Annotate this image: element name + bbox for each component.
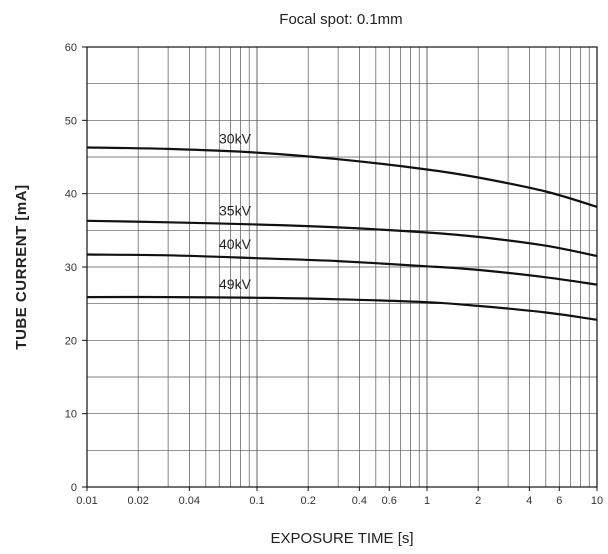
series-label-30kV: 30kV — [219, 131, 252, 147]
plot-frame — [86, 46, 598, 488]
x-tick-label: 4 — [526, 495, 532, 507]
series-line-30kV — [86, 146, 598, 208]
y-tick-label: 10 — [65, 409, 77, 421]
series-labels: 30kV 35kV 40kV 49kV — [219, 131, 252, 292]
y-tick-label: 60 — [65, 42, 77, 54]
x-tick-label: 0.6 — [382, 495, 397, 507]
x-tick-label: 0.01 — [76, 495, 97, 507]
x-tick-label: 0.1 — [249, 495, 264, 507]
y-tick-label: 0 — [71, 482, 77, 494]
series-label-35kV: 35kV — [219, 202, 252, 218]
x-tick-label: 6 — [556, 495, 562, 507]
series-label-49kV: 49kV — [219, 276, 252, 292]
series-line-49kV — [86, 295, 598, 321]
series-line-35kV — [86, 219, 598, 258]
x-tick-label: 0.04 — [179, 495, 200, 507]
x-tick-label: 0.02 — [127, 495, 148, 507]
series-curves — [86, 146, 598, 321]
y-tick-label: 20 — [65, 335, 77, 347]
y-tick-label: 30 — [65, 262, 77, 274]
y-tick-label: 40 — [65, 189, 77, 201]
y-tick-label: 50 — [65, 115, 77, 127]
series-line-40kV — [86, 253, 598, 286]
x-tick-label: 10 — [591, 495, 603, 507]
x-tick-label: 0.4 — [352, 495, 367, 507]
y-axis-label: TUBE CURRENT [mA] — [13, 184, 30, 349]
x-axis-label: EXPOSURE TIME [s] — [270, 530, 413, 547]
grid — [87, 47, 597, 487]
tick-labels: 0.01 0.02 0.04 0.1 0.2 0.4 0.6 1 2 4 6 10 0 10 20 30 40 5… — [65, 42, 603, 507]
x-tick-label: 2 — [475, 495, 481, 507]
series-label-40kV: 40kV — [219, 236, 252, 252]
chart-title: Focal spot: 0.1mm — [279, 11, 402, 28]
x-tick-label: 1 — [424, 495, 430, 507]
x-tick-label: 0.2 — [301, 495, 316, 507]
